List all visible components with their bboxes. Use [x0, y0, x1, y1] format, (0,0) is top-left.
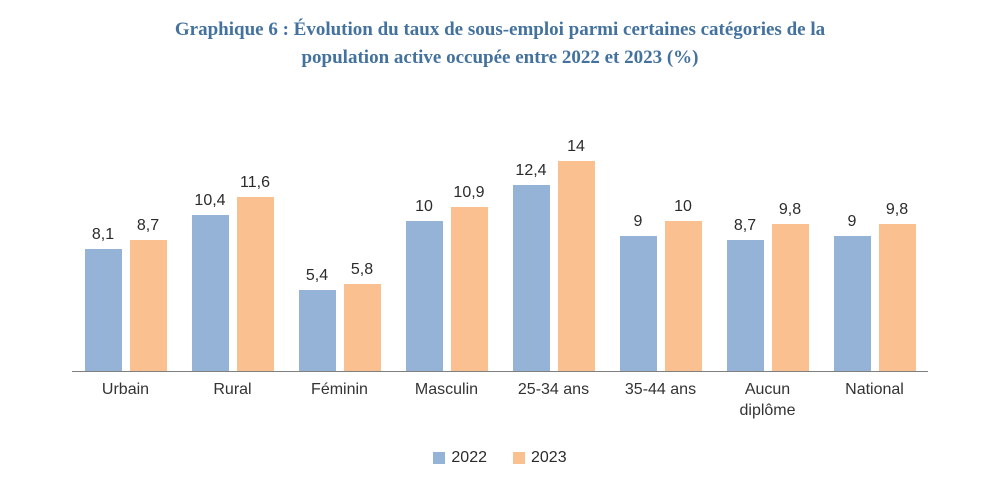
x-axis-label-aucun-diplome: Aucun diplôme	[714, 379, 821, 421]
x-axis-label-text: Féminin	[311, 381, 368, 398]
x-axis-label-text: Rural	[213, 381, 252, 398]
x-axis-label-masculin: Masculin	[393, 379, 500, 421]
x-axis-label-35-44-ans: 35-44 ans	[607, 379, 714, 421]
x-axis-label-text: Aucun diplôme	[739, 381, 796, 419]
bar-2022-25-34-ans: 12,4	[512, 162, 550, 371]
bar-2022-national: 9	[833, 213, 871, 371]
x-axis-label-feminin: Féminin	[286, 379, 393, 421]
bar-2022-aucun-diplome: 8,7	[726, 217, 764, 371]
bar-2023-35-44-ans: 10	[664, 198, 702, 371]
bar-2023-national: 9,8	[878, 201, 916, 371]
bar-value-label-2023-masculin: 10,9	[453, 184, 485, 201]
bar-group-feminin: 5,4 5,8	[286, 261, 393, 371]
bar-2023-aucun-diplome: 9,8	[771, 201, 809, 371]
legend: 2022 2023	[0, 449, 1000, 467]
bar-2023-rural: 11,6	[236, 174, 274, 371]
bar-value-label-2022-35-44-ans: 9	[633, 213, 643, 230]
bar-2023-25-34-ans: 14	[557, 138, 595, 371]
legend-label-2022: 2022	[451, 449, 487, 466]
bar-value-label-2023-25-34-ans: 14	[567, 138, 585, 155]
chart-title-line2: population active occupée entre 2022 et …	[301, 47, 699, 68]
x-axis-label-text: Masculin	[414, 381, 479, 398]
bar-2023-feminin: 5,8	[343, 261, 381, 371]
bar-2023-urbain: 8,7	[129, 217, 167, 371]
x-axis-label-national: National	[821, 379, 928, 421]
bar-2022-rural: 10,4	[191, 192, 229, 371]
bar-value-label-2022-urbain: 8,1	[91, 226, 115, 243]
chart-title: Graphique 6 : Évolution du taux de sous-…	[0, 16, 1000, 72]
bar-group-25-34-ans: 12,4 14	[500, 138, 607, 371]
bar-value-label-2022-25-34-ans: 12,4	[515, 162, 547, 179]
bar-group-masculin: 10 10,9	[393, 184, 500, 371]
bar-2022-urbain: 8,1	[84, 226, 122, 371]
bar-group-35-44-ans: 9 10	[607, 198, 714, 371]
bar-2023-masculin: 10,9	[450, 184, 488, 371]
bar-value-label-2022-masculin: 10	[415, 198, 433, 215]
bar-value-label-2023-35-44-ans: 10	[674, 198, 692, 215]
bar-value-label-2022-aucun-diplome: 8,7	[733, 217, 757, 234]
legend-item-2023: 2023	[513, 449, 567, 467]
x-axis-labels: Urbain Rural Féminin Masculin 25-34 ans 35-44…	[72, 379, 928, 421]
x-axis-label-text: 25-34 ans	[517, 381, 590, 398]
bar-value-label-2023-national: 9,8	[885, 201, 909, 218]
x-axis-label-text: 35-44 ans	[624, 381, 697, 398]
bar-value-label-2023-feminin: 5,8	[350, 261, 374, 278]
legend-swatch-icon-2023	[513, 452, 525, 464]
legend-swatch-icon-2022	[433, 452, 446, 464]
bar-group-urbain: 8,1 8,7	[72, 217, 179, 371]
bar-2022-35-44-ans: 9	[619, 213, 657, 371]
bar-2022-masculin: 10	[405, 198, 443, 371]
legend-item-2022: 2022	[433, 449, 487, 467]
x-axis-label-rural: Rural	[179, 379, 286, 421]
bar-value-label-2022-rural: 10,4	[194, 192, 226, 209]
bar-group-rural: 10,4 11,6	[179, 174, 286, 371]
bar-value-label-2023-aucun-diplome: 9,8	[778, 201, 802, 218]
chart-title-line1: Graphique 6 : Évolution du taux de sous-…	[174, 19, 826, 40]
bar-group-aucun-diplome: 8,7 9,8	[714, 201, 821, 371]
legend-label-2023: 2023	[531, 449, 567, 466]
bar-value-label-2023-urbain: 8,7	[136, 217, 160, 234]
bar-value-label-2022-national: 9	[847, 213, 857, 230]
plot-area: 8,1 8,7 10,4 11,6 5,4 5,8 10 10,9 12,4 14 9 10 8,7 9,…	[72, 138, 928, 372]
x-axis-label-urbain: Urbain	[72, 379, 179, 421]
bar-value-label-2023-rural: 11,6	[240, 174, 270, 191]
bar-group-national: 9 9,8	[821, 201, 928, 371]
x-axis-label-text: National	[845, 381, 904, 398]
bar-value-label-2022-feminin: 5,4	[305, 267, 329, 284]
bar-2022-feminin: 5,4	[298, 267, 336, 371]
x-axis-label-25-34-ans: 25-34 ans	[500, 379, 607, 421]
x-axis-label-text: Urbain	[101, 381, 150, 398]
